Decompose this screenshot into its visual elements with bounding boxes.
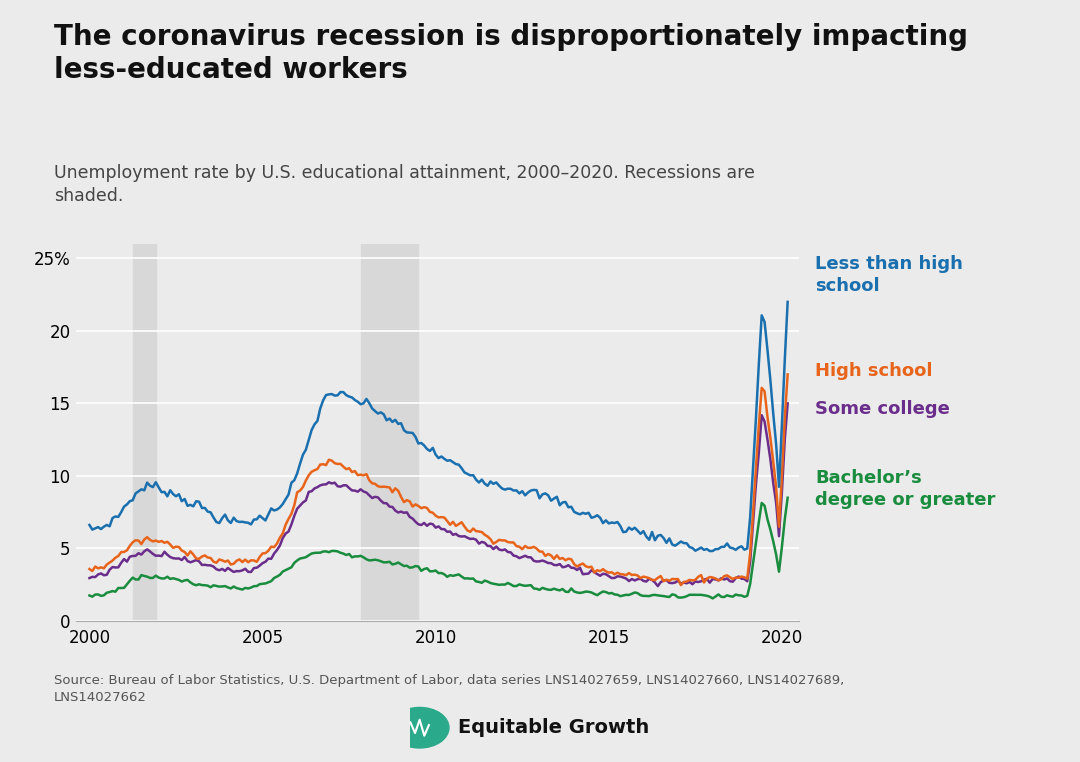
Text: Unemployment rate by U.S. educational attainment, 2000–2020. Recessions are
shad: Unemployment rate by U.S. educational at… <box>54 164 755 206</box>
Text: Bachelor’s
degree or greater: Bachelor’s degree or greater <box>815 469 996 509</box>
Text: Less than high
school: Less than high school <box>815 255 963 296</box>
Text: The coronavirus recession is disproportionately impacting
less-educated workers: The coronavirus recession is disproporti… <box>54 23 968 85</box>
Text: High school: High school <box>815 362 933 380</box>
Circle shape <box>390 707 449 748</box>
Bar <box>133 244 156 621</box>
Bar <box>361 244 418 621</box>
Text: Source: Bureau of Labor Statistics, U.S. Department of Labor, data series LNS140: Source: Bureau of Labor Statistics, U.S.… <box>54 674 845 704</box>
Text: Equitable Growth: Equitable Growth <box>458 719 649 737</box>
Text: Some college: Some college <box>815 400 950 418</box>
